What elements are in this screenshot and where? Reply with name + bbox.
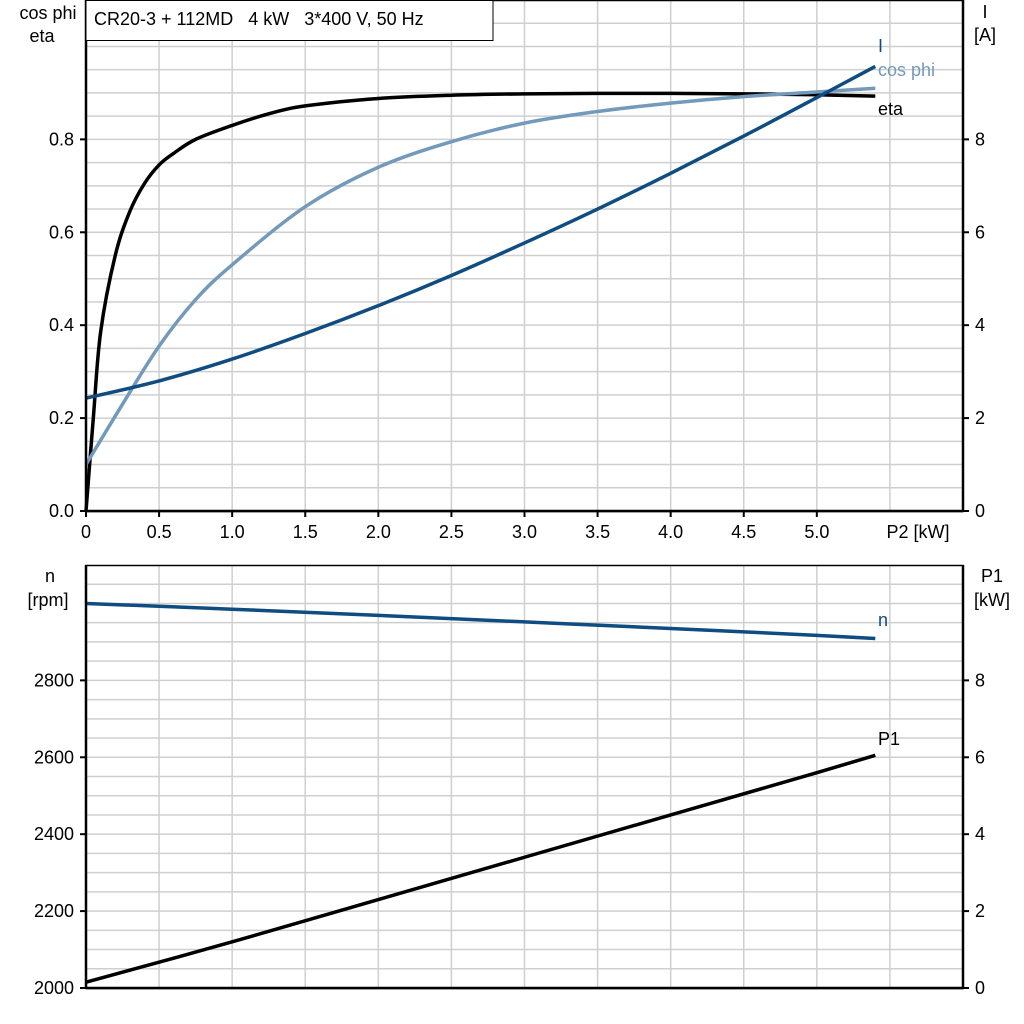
y-left-label-cosphi: cos phi [19,3,76,23]
y-right-label-unit: [A] [974,25,996,45]
series-label-cosphi: cos phi [878,60,935,80]
top-series [84,64,877,512]
x-axis-label: P2 [kW] [886,522,949,542]
x-tick-label: 1.5 [293,522,318,542]
series-label-n: n [878,610,888,630]
series-line-cos-phi [84,86,876,466]
x-tick-label: 1.0 [220,522,245,542]
y-left-tick-label: 2400 [34,824,74,844]
x-tick-label: 4.5 [731,522,756,542]
bottom-series [85,601,876,984]
bottom-grid [86,565,963,988]
y-left-tick-label: 0.0 [49,501,74,521]
x-tick-label: 2.0 [366,522,391,542]
y-left-tick-label: 2800 [34,670,74,690]
y-left-label-eta: eta [29,26,55,46]
series-line-i [85,64,877,400]
x-tick-label: 5.0 [804,522,829,542]
axes [80,0,969,990]
y-right-tick-label: 0 [975,501,985,521]
y-left-tick-label: 2600 [34,747,74,767]
y-right-tick-label: 4 [975,824,985,844]
y-right-tick-label: 8 [975,129,985,149]
x-tick-label: 3.5 [585,522,610,542]
series-line-n [85,601,876,641]
series-label-i: I [878,36,883,56]
title-box [85,0,494,41]
series-label-p1: P1 [878,729,900,749]
y-right-label-kw: [kW] [974,590,1010,610]
x-tick-label: 0 [81,522,91,542]
y-left-tick-label: 2000 [34,978,74,998]
y-left-tick-label: 0.6 [49,222,74,242]
x-tick-label: 3.0 [512,522,537,542]
series-line-eta [84,91,876,512]
series-line-p1 [85,753,876,984]
tick-labels: 0.0 0.2 0.4 0.6 0.8 0 2 4 6 8 0 0.5 1.0 1.5 2.0 2.5 3.0 3… [34,129,985,998]
y-left-tick-label: 0.8 [49,129,74,149]
y-right-label-i: I [982,2,987,22]
y-right-tick-label: 8 [975,670,985,690]
y-right-label-p1: P1 [981,566,1003,586]
y-right-tick-label: 2 [975,901,985,921]
y-right-tick-label: 6 [975,222,985,242]
top-grid [86,0,963,511]
y-left-label-rpm: [rpm] [27,590,68,610]
y-right-tick-label: 6 [975,747,985,767]
series-label-eta: eta [878,99,904,119]
y-left-label-n: n [45,566,55,586]
y-right-tick-label: 2 [975,408,985,428]
x-tick-label: 0.5 [147,522,172,542]
y-left-tick-label: 2200 [34,901,74,921]
y-left-tick-label: 0.2 [49,408,74,428]
y-left-tick-label: 0.4 [49,315,74,335]
y-right-tick-label: 4 [975,315,985,335]
chart-title: CR20-3 + 112MD 4 kW 3*400 V, 50 Hz [94,9,424,29]
y-right-tick-label: 0 [975,978,985,998]
x-tick-label: 4.0 [658,522,683,542]
x-tick-label: 2.5 [439,522,464,542]
